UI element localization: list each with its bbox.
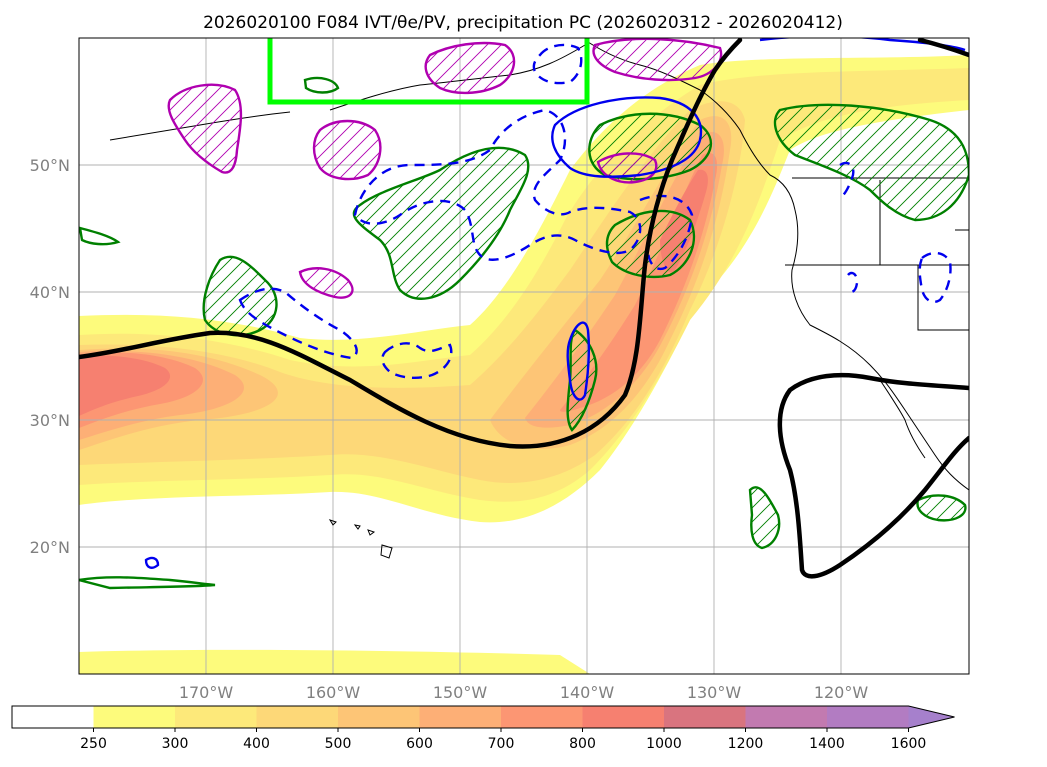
- colorbar-label: 800: [569, 736, 596, 752]
- precip-pos-coast-bc: [773, 103, 969, 222]
- map-frame: [78, 37, 970, 675]
- north-america-coast: [584, 39, 969, 491]
- map-plot-area: [78, 37, 970, 675]
- precip-pc-negative-contours: [167, 38, 723, 299]
- precip-pos-small-2: [916, 494, 967, 522]
- colorbar-segment: [256, 706, 339, 728]
- y-tick-label: 20°N: [30, 538, 70, 557]
- colorbar-label: 500: [325, 736, 352, 752]
- ivt-fill-250-south: [79, 649, 590, 674]
- colorbar-segment: [419, 706, 502, 728]
- theta-e-south-loop: [777, 372, 969, 579]
- pv-dashed-small-center: [381, 342, 453, 380]
- pv-solid-small: [144, 556, 160, 569]
- precip-neg-north-central: [312, 119, 382, 181]
- precip-pos-west-central: [202, 255, 278, 337]
- ivt-fill-600: [79, 131, 724, 441]
- precip-pos-small-3: [79, 576, 216, 590]
- theta-e-main: [79, 38, 743, 449]
- colorbar-label: 1000: [646, 736, 682, 752]
- ivt-fill-700: [79, 152, 718, 429]
- colorbar-segment: [93, 706, 176, 728]
- precip-pos-small-1: [748, 486, 781, 550]
- colorbar-segment: [12, 706, 94, 728]
- pv-dashed-east-2: [839, 161, 855, 200]
- x-tick-label: 150°W: [433, 683, 488, 702]
- pv-dashed-north: [532, 43, 583, 85]
- precip-neg-ne: [592, 38, 723, 82]
- theta-e-contour: [79, 38, 969, 579]
- precip-pos-offshore-low: [605, 209, 696, 279]
- x-axis-labels: 170°W 160°W 150°W 140°W 130°W 120°W: [179, 683, 869, 702]
- y-tick-label: 40°N: [30, 283, 70, 302]
- colorbar-label: 300: [162, 736, 189, 752]
- x-tick-label: 170°W: [179, 683, 234, 702]
- precip-neg-north-west: [167, 83, 243, 174]
- colorbar-segment: [827, 706, 909, 728]
- pv-solid-subtropical: [566, 321, 590, 401]
- colorbar-label: 1400: [809, 736, 845, 752]
- pv-dashed-east-3: [847, 271, 859, 294]
- colorbar-label: 400: [243, 736, 270, 752]
- ivt-colorbar: 250 300 400 500 600 700 800 1000 1200 1400 1600: [11, 705, 955, 752]
- colorbar-segment: [582, 706, 665, 728]
- pv-dashed-west: [238, 287, 358, 360]
- x-tick-label: 140°W: [560, 683, 615, 702]
- x-tick-label: 130°W: [687, 683, 742, 702]
- pv-dashed-east-1: [918, 251, 952, 304]
- y-axis-labels: 20°N 30°N 40°N 50°N: [30, 156, 70, 557]
- theta-e-top-right: [917, 38, 969, 58]
- precip-neg-box-area: [424, 41, 516, 95]
- ivt-fill-800: [79, 169, 708, 416]
- colorbar-segment: [175, 706, 257, 728]
- precip-pos-small-5: [303, 76, 340, 94]
- colorbar-label: 1600: [891, 736, 927, 752]
- colorbar-segment: [745, 706, 828, 728]
- colorbar-label: 700: [488, 736, 515, 752]
- highlight-box: [267, 38, 590, 105]
- colorbar-label: 600: [406, 736, 433, 752]
- y-tick-label: 50°N: [30, 156, 70, 175]
- pv-dashed-offshore: [639, 194, 694, 271]
- colorbar-extend-arrow: [908, 706, 955, 728]
- colorbar-outline: [11, 705, 955, 729]
- pv-dashed-central: [353, 108, 642, 261]
- hawaii-islands: [328, 519, 393, 559]
- precip-pos-small-4: [79, 226, 121, 246]
- x-tick-label: 160°W: [306, 683, 361, 702]
- precip-pos-arc-main: [352, 146, 530, 300]
- colorbar-label: 250: [80, 736, 107, 752]
- y-tick-label: 30°N: [30, 411, 70, 430]
- x-tick-label: 120°W: [814, 683, 869, 702]
- precip-neg-central: [298, 267, 354, 299]
- chart-title: 2026020100 F084 IVT/θe/PV, precipitation…: [203, 13, 843, 33]
- colorbar-segment: [501, 706, 583, 728]
- baja-coast: [879, 379, 926, 459]
- colorbar-label: 1200: [728, 736, 764, 752]
- colorbar-segment: [664, 706, 746, 728]
- pv-solid-ne: [551, 96, 703, 178]
- colorbar-segment: [338, 706, 420, 728]
